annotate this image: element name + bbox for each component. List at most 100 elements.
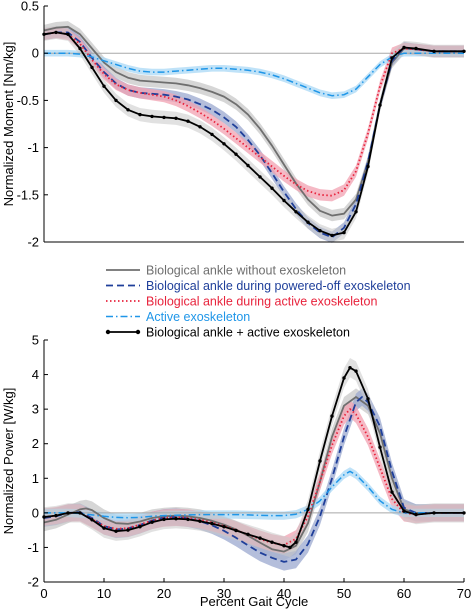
power-point-total-35 bbox=[462, 511, 466, 515]
power-ytick-label: 2 bbox=[32, 436, 39, 451]
moment-yticks: -2 -1.5 -1 -0.5 0 0.5 bbox=[17, 0, 48, 250]
moment-point-total-22 bbox=[306, 220, 310, 224]
moment-ytick-label: 0 bbox=[32, 46, 39, 61]
moment-series bbox=[42, 25, 466, 239]
legend-label-bio_off: Biological ankle during powered-off exos… bbox=[146, 279, 411, 293]
power-point-total-24 bbox=[318, 459, 322, 463]
moment-point-total-27 bbox=[366, 164, 370, 169]
moment-point-total-13 bbox=[198, 125, 202, 129]
power-line-bio_active bbox=[43, 408, 464, 546]
moment-ytick-label: -1 bbox=[27, 140, 39, 155]
power-point-total-12 bbox=[186, 517, 190, 522]
moment-band-total bbox=[44, 25, 464, 242]
moment-point-total-23 bbox=[318, 229, 322, 233]
power-point-total-23 bbox=[306, 507, 310, 512]
moment-point-total-3 bbox=[78, 46, 82, 51]
power-point-total-30 bbox=[378, 445, 382, 449]
power-yticks: -2 -1 0 1 2 3 4 5 bbox=[27, 333, 48, 590]
moment-line-exo bbox=[44, 52, 464, 97]
power-point-total-9 bbox=[150, 520, 154, 524]
moment-point-total-11 bbox=[174, 116, 178, 121]
power-point-total-8 bbox=[138, 525, 142, 529]
power-point-total-5 bbox=[102, 526, 106, 530]
moment-point-total-18 bbox=[258, 175, 262, 179]
moment-point-total-12 bbox=[186, 119, 190, 123]
moment-point-total-19 bbox=[270, 186, 274, 190]
power-point-total-14 bbox=[210, 521, 214, 526]
power-x-axis-label: Percent Gait Cycle bbox=[200, 594, 308, 609]
power-point-total-29 bbox=[366, 397, 370, 401]
moment-point-total-25 bbox=[342, 230, 346, 235]
moment-point-total-8 bbox=[138, 112, 142, 117]
legend-item-bio_active: Biological ankle during active exoskelet… bbox=[106, 295, 377, 309]
power-point-total-3 bbox=[78, 511, 82, 515]
power-ytick-label: 4 bbox=[32, 367, 39, 382]
power-point-total-26 bbox=[342, 376, 346, 380]
legend-label-exo: Active exoskeleton bbox=[146, 310, 250, 324]
moment-point-total-10 bbox=[162, 115, 166, 120]
power-xtick-label: 30 bbox=[217, 586, 231, 601]
power-point-total-16 bbox=[234, 528, 238, 533]
power-ytick-label: -2 bbox=[27, 575, 39, 590]
moment-point-total-26 bbox=[354, 210, 358, 214]
moment-point-total-1 bbox=[54, 30, 58, 35]
legend-label-bio_active: Biological ankle during active exoskelet… bbox=[146, 295, 377, 309]
moment-point-total-16 bbox=[234, 152, 238, 156]
moment-point-total-6 bbox=[114, 98, 118, 103]
power-ytick-label: 5 bbox=[32, 333, 39, 348]
moment-point-total-20 bbox=[282, 198, 286, 203]
power-point-total-18 bbox=[258, 536, 262, 540]
power-xtick-label: 60 bbox=[397, 586, 411, 601]
power-xtick-label: 10 bbox=[97, 586, 111, 601]
moment-point-total-31 bbox=[414, 46, 418, 51]
power-point-total-17 bbox=[246, 532, 250, 536]
power-point-total-25 bbox=[330, 414, 334, 418]
legend-marker-right bbox=[135, 329, 141, 335]
power-xtick-label: 70 bbox=[457, 586, 471, 601]
power-point-total-27 bbox=[348, 366, 352, 370]
power-point-total-33 bbox=[414, 512, 418, 517]
power-y-axis-label: Normalized Power [W/kg] bbox=[1, 388, 16, 535]
power-xtick-label: 40 bbox=[277, 586, 291, 601]
legend-item-bio_off: Biological ankle during powered-off exos… bbox=[106, 279, 411, 293]
power-ytick-label: 1 bbox=[32, 471, 39, 486]
moment-panel: -2 -1.5 -1 -0.5 0 0.5 Normalized Moment [Nm/k… bbox=[1, 0, 466, 250]
legend-label-total: Biological ankle + active exoskeleton bbox=[146, 326, 350, 340]
moment-axes bbox=[43, 6, 464, 243]
legend-item-bio_no_exo: Biological ankle without exoskeleton bbox=[106, 264, 346, 278]
power-ytick-label: 3 bbox=[32, 402, 39, 417]
moment-line-bio_active bbox=[43, 31, 464, 197]
legend-label-bio_no_exo: Biological ankle without exoskeleton bbox=[146, 264, 346, 278]
power-point-total-11 bbox=[174, 517, 178, 521]
power-line-exo bbox=[44, 470, 464, 519]
moment-line-total bbox=[43, 31, 464, 237]
power-point-total-19 bbox=[270, 540, 274, 544]
legend-marker-left bbox=[105, 329, 111, 335]
moment-point-total-24 bbox=[330, 233, 334, 238]
power-point-total-34 bbox=[432, 511, 436, 515]
moment-point-total-33 bbox=[462, 49, 466, 53]
moment-ytick-label: -2 bbox=[27, 235, 39, 250]
power-axes bbox=[43, 340, 464, 583]
power-point-total-28 bbox=[354, 369, 358, 373]
power-point-total-13 bbox=[198, 519, 202, 523]
legend-item-exo: Active exoskeleton bbox=[106, 310, 250, 324]
moment-point-total-21 bbox=[294, 210, 298, 214]
power-point-total-32 bbox=[402, 509, 406, 513]
power-band-exo bbox=[44, 467, 464, 522]
legend-item-total: Biological ankle + active exoskeleton bbox=[105, 326, 350, 340]
power-panel: -2 -1 0 1 2 3 4 5 0 10 20 30 40 50 60 70 Normalized Po… bbox=[1, 333, 471, 610]
moment-point-total-15 bbox=[222, 142, 226, 146]
power-point-total-20 bbox=[282, 544, 286, 548]
power-xtick-label: 0 bbox=[40, 586, 47, 601]
moment-point-total-32 bbox=[432, 49, 436, 53]
power-point-total-31 bbox=[390, 490, 394, 494]
power-series bbox=[42, 366, 466, 563]
moment-ytick-label: -0.5 bbox=[17, 93, 39, 108]
moment-y-axis-label: Normalized Moment [Nm/kg] bbox=[1, 42, 16, 207]
power-point-total-4 bbox=[90, 518, 94, 522]
legend: Biological ankle without exoskeletonBiol… bbox=[105, 264, 411, 340]
moment-point-total-7 bbox=[126, 108, 130, 112]
moment-point-total-9 bbox=[150, 114, 154, 119]
